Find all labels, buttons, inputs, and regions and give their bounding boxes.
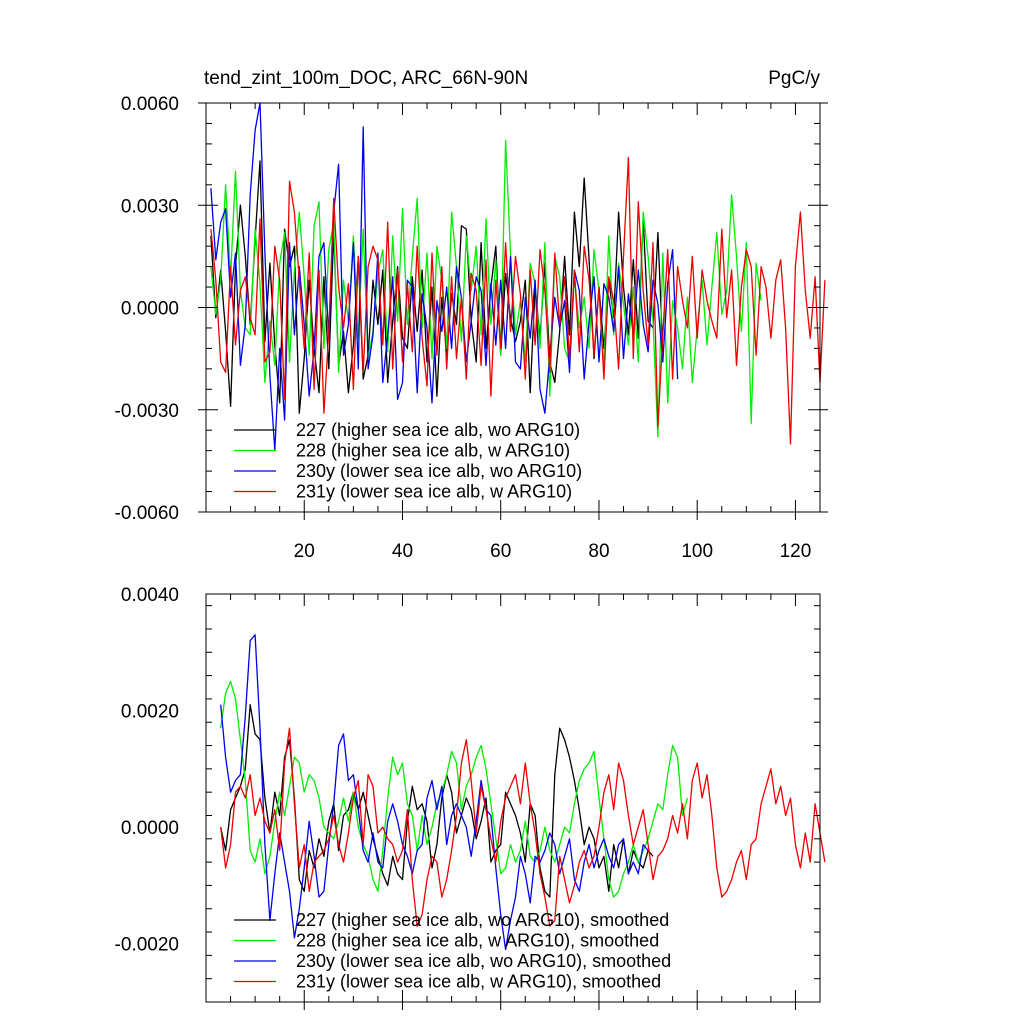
chart-units: PgC/y [768, 68, 820, 89]
y-tick-label: -0.0030 [115, 401, 179, 422]
x-tick-label: 120 [780, 541, 812, 562]
series-line-3 [210, 156, 826, 445]
y-tick-label: -0.0020 [115, 935, 179, 956]
top-chart: tend_zint_100m_DOC, ARC_66N-90N PgC/y 20… [115, 68, 828, 562]
plot-frame [205, 593, 821, 1003]
chart-title: tend_zint_100m_DOC, ARC_66N-90N [204, 68, 528, 89]
legend-label-1: 228 (higher sea ice alb, w ARG10), smoot… [296, 931, 659, 951]
x-tick-label: 60 [490, 541, 511, 562]
series-line-1 [220, 680, 689, 898]
series-line-3 [220, 727, 826, 927]
x-tick-label: 80 [588, 541, 609, 562]
series-line-1 [210, 139, 762, 438]
series-line-0 [210, 160, 664, 414]
legend-label-0: 227 (higher sea ice alb, wo ARG10), smoo… [296, 910, 669, 930]
legend-label-3: 231y (lower sea ice alb, w ARG10), smoot… [296, 972, 661, 992]
y-tick-label: 0.0000 [121, 818, 179, 839]
legend-label-2: 230y (lower sea ice alb, wo ARG10) [296, 461, 582, 481]
x-tick-label: 40 [392, 541, 413, 562]
x-tick-label: 20 [294, 541, 315, 562]
y-tick-label: -0.0060 [115, 503, 179, 524]
y-tick-label: 0.0020 [121, 702, 179, 723]
bottom-chart: -0.0020 0.0000 0.0020 0.0040 227 (higher sea… [115, 585, 826, 1010]
x-tick-label: 100 [681, 541, 713, 562]
legend-label-3: 231y (lower sea ice alb, w ARG10) [296, 482, 572, 502]
series-line-2 [220, 634, 649, 951]
y-tick-label: 0.0030 [121, 196, 179, 217]
legend-label-1: 228 (higher sea ice alb, w ARG10) [296, 441, 570, 461]
legend-label-0: 227 (higher sea ice alb, wo ARG10) [296, 420, 580, 440]
legend-label-2: 230y (lower sea ice alb, wo ARG10), smoo… [296, 951, 671, 971]
y-tick-label: 0.0060 [121, 94, 179, 115]
y-tick-label: 0.0000 [121, 299, 179, 320]
y-tick-label: 0.0040 [121, 585, 179, 606]
